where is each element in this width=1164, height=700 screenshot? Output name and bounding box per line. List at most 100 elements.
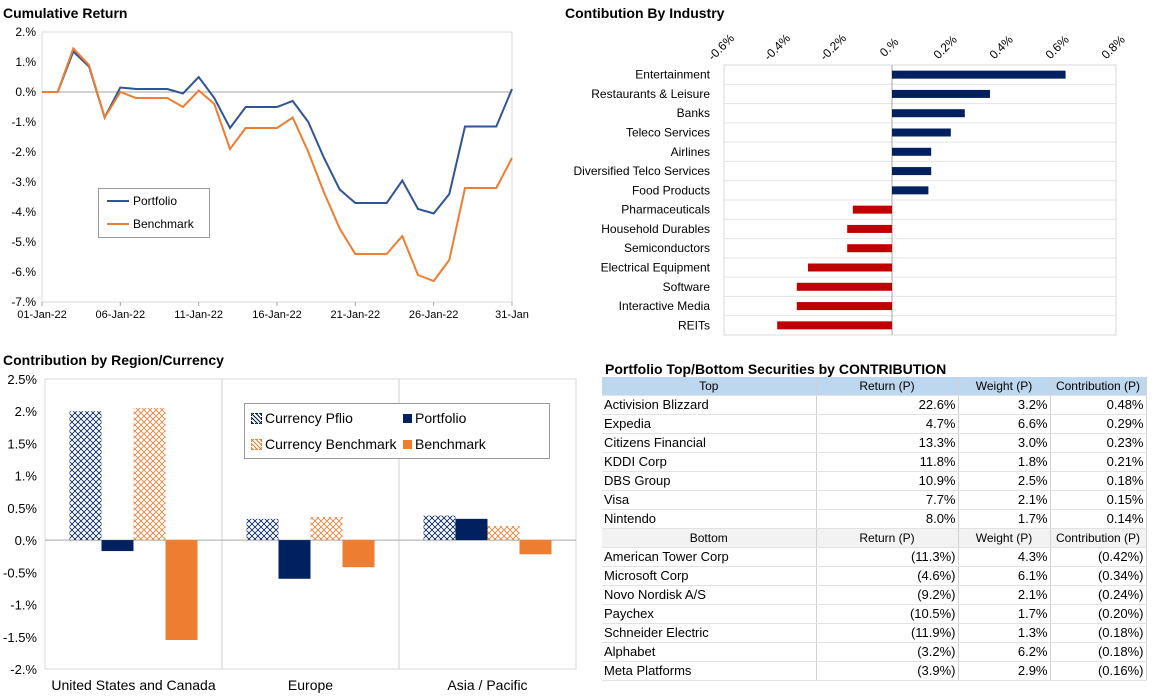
legend-currency-benchmark: Currency Benchmark <box>251 436 397 452</box>
table-cell: 0.48% <box>1050 395 1147 415</box>
x-tick-label: 0.2% <box>931 32 960 61</box>
category-label: Airlines <box>671 145 710 159</box>
table-cell: 1.7% <box>958 509 1051 529</box>
securities-table: Top Return (P) Weight (P) Contribution (P) A… <box>602 377 1147 681</box>
table-cell: (9.2%) <box>816 585 959 605</box>
table-cell: 2.1% <box>958 585 1051 605</box>
legend-currency-benchmark-label: Currency Benchmark <box>265 436 397 452</box>
table-cell: Schneider Electric <box>602 623 817 643</box>
category-label: Restaurants & Leisure <box>591 87 710 101</box>
cumulative-return-chart: 2.% 1.% 0.% -1.% -2.% -3.% -4.% -5.% -6.% -7.%01-… <box>11 25 529 321</box>
x-tick-label: -0.6% <box>705 31 737 63</box>
y-tick-label: -2.% <box>10 662 37 677</box>
table-cell: 3.2% <box>958 395 1051 415</box>
table-row: American Tower Corp (11.3%) 4.3% (0.42%) <box>602 547 1147 567</box>
table-cell: 3.0% <box>958 433 1051 453</box>
currency-benchmark-bar <box>487 525 520 541</box>
legend-currency-pflio-label: Currency Pflio <box>265 410 353 426</box>
currency-benchmark-bar <box>310 516 343 541</box>
cumulative-return-legend: Portfolio Benchmark <box>98 188 210 238</box>
industry-bar <box>847 244 892 253</box>
table-cell: Alphabet <box>602 642 817 662</box>
table-cell: 10.9% <box>816 471 959 491</box>
table-cell: 4.7% <box>816 414 959 434</box>
x-tick-label: 0.6% <box>1043 32 1072 61</box>
table-cell: Paychex <box>602 604 817 624</box>
legend-portfolio-region-label: Portfolio <box>415 410 467 426</box>
x-tick-label: -0.2% <box>817 31 849 63</box>
x-tick-label: 16-Jan-22 <box>252 309 302 321</box>
table-cell: 2.5% <box>958 471 1051 491</box>
table-cell: (4.6%) <box>816 566 959 586</box>
securities-title: Portfolio Top/Bottom Securities by CONTR… <box>605 361 947 377</box>
category-label: Europe <box>288 677 333 693</box>
portfolio-bar <box>455 518 488 541</box>
industry-bar <box>892 89 990 98</box>
x-tick-label: -0.4% <box>761 31 793 63</box>
x-tick-label: 06-Jan-22 <box>96 309 146 321</box>
table-cell: 6.2% <box>958 642 1051 662</box>
table-cell: Novo Nordisk A/S <box>602 585 817 605</box>
table-cell: American Tower Corp <box>602 547 817 567</box>
table-cell: Expedia <box>602 414 817 434</box>
legend-benchmark-label: Benchmark <box>133 217 194 231</box>
table-cell: 7.7% <box>816 490 959 510</box>
y-tick-label: -4.% <box>11 205 36 219</box>
header-cell: Return (P) <box>816 528 959 548</box>
portfolio-series-line <box>42 49 513 215</box>
category-label: Electrical Equipment <box>601 261 711 275</box>
table-cell: 11.8% <box>816 452 959 472</box>
category-label: Semiconductors <box>624 241 710 255</box>
currency-pflio-swatch <box>251 412 262 424</box>
legend-benchmark-region-label: Benchmark <box>415 436 486 452</box>
currency-pflio-bar <box>246 518 279 541</box>
table-cell: Microsoft Corp <box>602 566 817 586</box>
industry-bar <box>892 70 1066 79</box>
legend-portfolio-label: Portfolio <box>133 194 178 208</box>
table-cell: 0.14% <box>1050 509 1147 529</box>
y-tick-label: 1.5% <box>7 436 37 451</box>
table-cell: (10.5%) <box>816 604 959 624</box>
legend-portfolio-region: Portfolio <box>403 410 466 426</box>
industry-bar <box>796 302 892 311</box>
table-cell: 1.8% <box>958 452 1051 472</box>
y-tick-label: 2.% <box>15 25 36 39</box>
y-tick-label: -1.% <box>10 598 37 613</box>
y-tick-label: -1.5% <box>3 630 37 645</box>
portfolio-bar <box>101 540 134 552</box>
table-row: Nintendo 8.0% 1.7% 0.14% <box>602 509 1147 529</box>
category-label: REITs <box>678 318 710 332</box>
plot-area <box>44 378 577 670</box>
table-row: KDDI Corp 11.8% 1.8% 0.21% <box>602 452 1147 472</box>
x-tick-label: 31-Jan <box>495 309 529 321</box>
table-cell: (3.2%) <box>816 642 959 662</box>
portfolio-swatch <box>403 413 412 423</box>
header-cell: Contribution (P) <box>1050 528 1147 548</box>
y-tick-label: 1.% <box>15 469 38 484</box>
table-row: Citizens Financial 13.3% 3.0% 0.23% <box>602 433 1147 453</box>
x-tick-label: 26-Jan-22 <box>409 309 459 321</box>
table-cell: 1.3% <box>958 623 1051 643</box>
table-row: Expedia 4.7% 6.6% 0.29% <box>602 414 1147 434</box>
currency-benchmark-bar <box>133 408 166 541</box>
category-label: Interactive Media <box>619 299 711 313</box>
industry-bar <box>892 167 932 176</box>
table-cell: 1.7% <box>958 604 1051 624</box>
industry-bar <box>892 128 951 137</box>
y-tick-label: -7.% <box>11 295 36 309</box>
benchmark-bar <box>165 540 198 640</box>
y-tick-label: 0.5% <box>7 501 37 516</box>
y-tick-label: 1.% <box>15 55 36 69</box>
industry-bar <box>777 321 892 330</box>
category-label: Software <box>663 280 711 294</box>
header-cell: Top <box>602 377 817 396</box>
table-cell: 22.6% <box>816 395 959 415</box>
table-row: Novo Nordisk A/S (9.2%) 2.1% (0.24%) <box>602 585 1147 605</box>
industry-bar <box>847 224 892 233</box>
region-contribution-chart: 2.5% 2.% 1.5% 1.% 0.5% 0.% -0.5% -1.% -1.5% -2.% U… <box>3 372 577 693</box>
category-label: Banks <box>677 106 710 120</box>
table-cell: (11.3%) <box>816 547 959 567</box>
table-cell: 2.9% <box>958 661 1051 681</box>
legend-portfolio: Portfolio <box>107 194 177 208</box>
y-tick-label: -2.% <box>11 145 36 159</box>
